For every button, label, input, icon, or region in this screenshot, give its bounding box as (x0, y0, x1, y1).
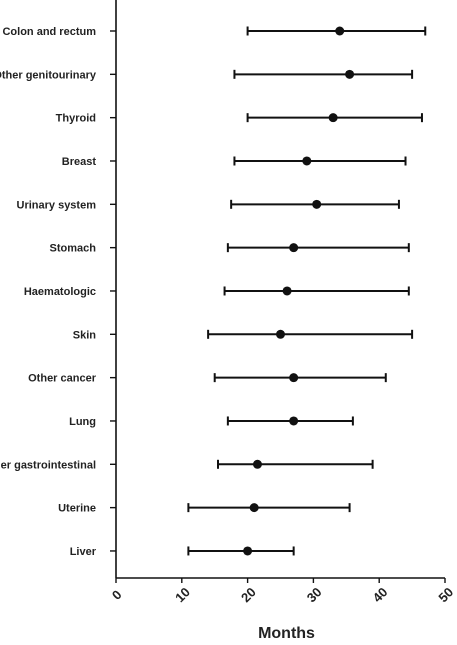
category-label: Uterine (58, 503, 96, 515)
data-point (302, 156, 312, 166)
category-labels: Colon and rectum Other genitourinary Thyro… (0, 26, 97, 558)
x-tick-label: 30 (304, 584, 325, 605)
data-point (249, 503, 259, 513)
x-axis-title: Months (258, 625, 315, 642)
category-label: Other cancer (28, 373, 97, 385)
x-tick-label: 0 (109, 587, 125, 603)
data-point (289, 243, 299, 253)
data-point (282, 286, 292, 296)
category-label: Breast (62, 156, 97, 168)
x-axis-ticks: 0 10 20 30 40 50 (109, 578, 456, 605)
category-label: Skin (73, 329, 97, 341)
data-point (289, 416, 299, 426)
category-label: Lung (69, 416, 96, 428)
data-point (243, 546, 253, 556)
category-label: Colon and rectum (2, 26, 96, 38)
data-point (335, 26, 345, 36)
data-point (345, 69, 355, 79)
x-tick-label: 40 (370, 584, 391, 605)
category-label: Haematologic (24, 286, 96, 298)
category-label: Urinary system (17, 199, 97, 211)
data-point (328, 113, 338, 123)
category-label: Liver (70, 546, 97, 558)
x-tick-label: 50 (435, 584, 456, 605)
category-label: Other genitourinary (0, 69, 97, 81)
data-point (252, 459, 262, 469)
category-label: Thyroid (56, 113, 96, 125)
category-label: Other gastrointestinal (0, 459, 96, 471)
data-point (276, 329, 285, 339)
x-tick-label: 10 (172, 584, 193, 605)
x-tick-label: 20 (238, 584, 259, 605)
data-point (289, 373, 299, 383)
category-label: Stomach (50, 243, 97, 255)
plot-marks (110, 26, 427, 556)
data-point (312, 199, 322, 209)
